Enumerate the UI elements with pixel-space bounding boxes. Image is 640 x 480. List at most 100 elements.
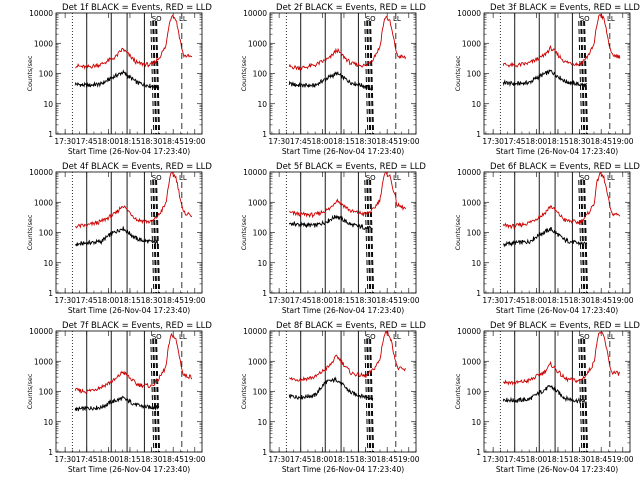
x-tick-label: 18:00 xyxy=(98,455,120,464)
chart-title: Det 3f BLACK = Events, RED = LLD xyxy=(490,3,640,13)
x-tick-label: 17:45 xyxy=(290,137,312,146)
marker-label-so: SO xyxy=(366,174,376,182)
event-marker-dashed xyxy=(370,179,375,294)
x-axis-label: Start Time (26-Nov-04 17:23:40) xyxy=(282,147,404,156)
x-tick-label: 17:30 xyxy=(482,137,504,146)
y-tick-label: 1 xyxy=(48,448,53,457)
y-tick-label: 1 xyxy=(476,130,481,139)
chart-title: Det 1f BLACK = Events, RED = LLD xyxy=(62,3,212,13)
x-tick-label: 18:00 xyxy=(526,137,548,146)
series-events-line xyxy=(288,214,373,230)
x-tick-label: 18:00 xyxy=(98,137,120,146)
y-tick-label: 1000 xyxy=(248,198,267,207)
x-tick-label: 18:45 xyxy=(376,455,398,464)
y-axis-label: Counts/sec xyxy=(26,55,34,91)
y-tick-label: 10000 xyxy=(457,327,481,336)
x-tick-label: 18:30 xyxy=(355,455,377,464)
chart-title: Det 6f BLACK = Events, RED = LLD xyxy=(490,162,640,172)
event-marker-dashed xyxy=(369,338,374,453)
chart-title: Det 5f BLACK = Events, RED = LLD xyxy=(276,162,426,172)
series-events-line xyxy=(502,384,587,405)
y-tick-label: 10 xyxy=(471,418,481,427)
x-tick-label: 19:00 xyxy=(184,455,206,464)
y-tick-label: 100 xyxy=(253,70,268,79)
x-tick-label: 18:00 xyxy=(312,137,334,146)
event-marker-dashed xyxy=(156,338,161,453)
event-marker-dashed xyxy=(155,20,160,135)
marker-label-ll: LL xyxy=(607,15,615,23)
y-tick-label: 10 xyxy=(471,259,481,268)
marker-label-ll: LL xyxy=(179,174,187,182)
event-marker-dashed xyxy=(581,338,586,453)
event-marker-dashed xyxy=(583,179,588,294)
event-marker-dashed xyxy=(153,338,158,453)
y-tick-label: 10000 xyxy=(243,327,267,336)
event-marker-dashed xyxy=(369,179,374,294)
event-marker-dashed xyxy=(370,20,375,135)
event-marker-dashed xyxy=(583,338,588,453)
event-marker-dashed xyxy=(580,338,585,453)
x-tick-label: 17:45 xyxy=(504,296,526,305)
x-tick-label: 18:30 xyxy=(569,137,591,146)
axes-frame xyxy=(269,330,417,453)
x-tick-label: 18:15 xyxy=(547,137,569,146)
series-events-line xyxy=(74,226,160,247)
x-tick-label: 18:15 xyxy=(547,296,569,305)
marker-label-so: SO xyxy=(152,174,162,182)
series-lld-line xyxy=(75,171,193,229)
marker-label-ll: LL xyxy=(393,333,401,341)
x-tick-label: 18:30 xyxy=(569,455,591,464)
y-tick-label: 1 xyxy=(48,130,53,139)
event-marker-dashed xyxy=(370,338,375,453)
x-tick-label: 19:00 xyxy=(612,137,634,146)
y-tick-label: 1 xyxy=(48,289,53,298)
panel-7: Det 7f BLACK = Events, RED = LLD 1 10 100 10… xyxy=(26,321,212,474)
panel-8: Det 8f BLACK = Events, RED = LLD 1 10 100 10… xyxy=(240,321,426,474)
y-tick-label: 10000 xyxy=(457,9,481,18)
event-marker-dashed xyxy=(364,179,369,294)
event-marker-dashed xyxy=(578,20,583,135)
y-axis-label: Counts/sec xyxy=(454,373,462,409)
panel-9: Det 9f BLACK = Events, RED = LLD 1 10 100 10… xyxy=(454,321,640,474)
y-tick-label: 100 xyxy=(467,70,482,79)
y-axis-label: Counts/sec xyxy=(26,214,34,250)
x-tick-label: 18:00 xyxy=(98,296,120,305)
x-tick-label: 18:00 xyxy=(526,455,548,464)
panel-6: Det 6f BLACK = Events, RED = LLD 1 10 100 10… xyxy=(454,162,640,315)
x-tick-label: 18:45 xyxy=(162,137,184,146)
y-tick-label: 1000 xyxy=(462,357,481,366)
y-tick-label: 100 xyxy=(39,70,54,79)
event-marker-dashed xyxy=(367,338,372,453)
x-tick-label: 18:15 xyxy=(333,137,355,146)
x-tick-label: 18:00 xyxy=(312,296,334,305)
x-tick-label: 18:15 xyxy=(547,455,569,464)
x-tick-label: 18:15 xyxy=(333,455,355,464)
event-marker-dashed xyxy=(364,20,369,135)
marker-label-ll: LL xyxy=(607,333,615,341)
x-tick-label: 18:00 xyxy=(526,296,548,305)
x-tick-label: 18:30 xyxy=(141,455,163,464)
event-marker-dashed xyxy=(584,20,589,135)
y-tick-label: 1 xyxy=(476,448,481,457)
x-axis-label: Start Time (26-Nov-04 17:23:40) xyxy=(68,465,190,474)
marker-label-so: SO xyxy=(580,174,590,182)
y-tick-label: 100 xyxy=(253,229,268,238)
y-axis-label: Counts/sec xyxy=(240,214,248,250)
axes-frame xyxy=(483,12,631,135)
x-tick-label: 18:30 xyxy=(355,296,377,305)
x-tick-label: 18:30 xyxy=(355,137,377,146)
x-tick-label: 19:00 xyxy=(184,296,206,305)
event-marker-dashed xyxy=(367,20,372,135)
x-tick-label: 18:45 xyxy=(590,137,612,146)
marker-label-ll: LL xyxy=(393,174,401,182)
event-marker-dashed xyxy=(152,20,157,135)
y-tick-label: 1 xyxy=(262,289,267,298)
event-marker-dashed xyxy=(580,179,585,294)
marker-label-ll: LL xyxy=(393,15,401,23)
marker-label-ll: LL xyxy=(607,174,615,182)
x-tick-label: 17:45 xyxy=(504,455,526,464)
x-tick-label: 17:30 xyxy=(482,296,504,305)
x-tick-label: 18:30 xyxy=(141,137,163,146)
x-tick-label: 18:30 xyxy=(569,296,591,305)
